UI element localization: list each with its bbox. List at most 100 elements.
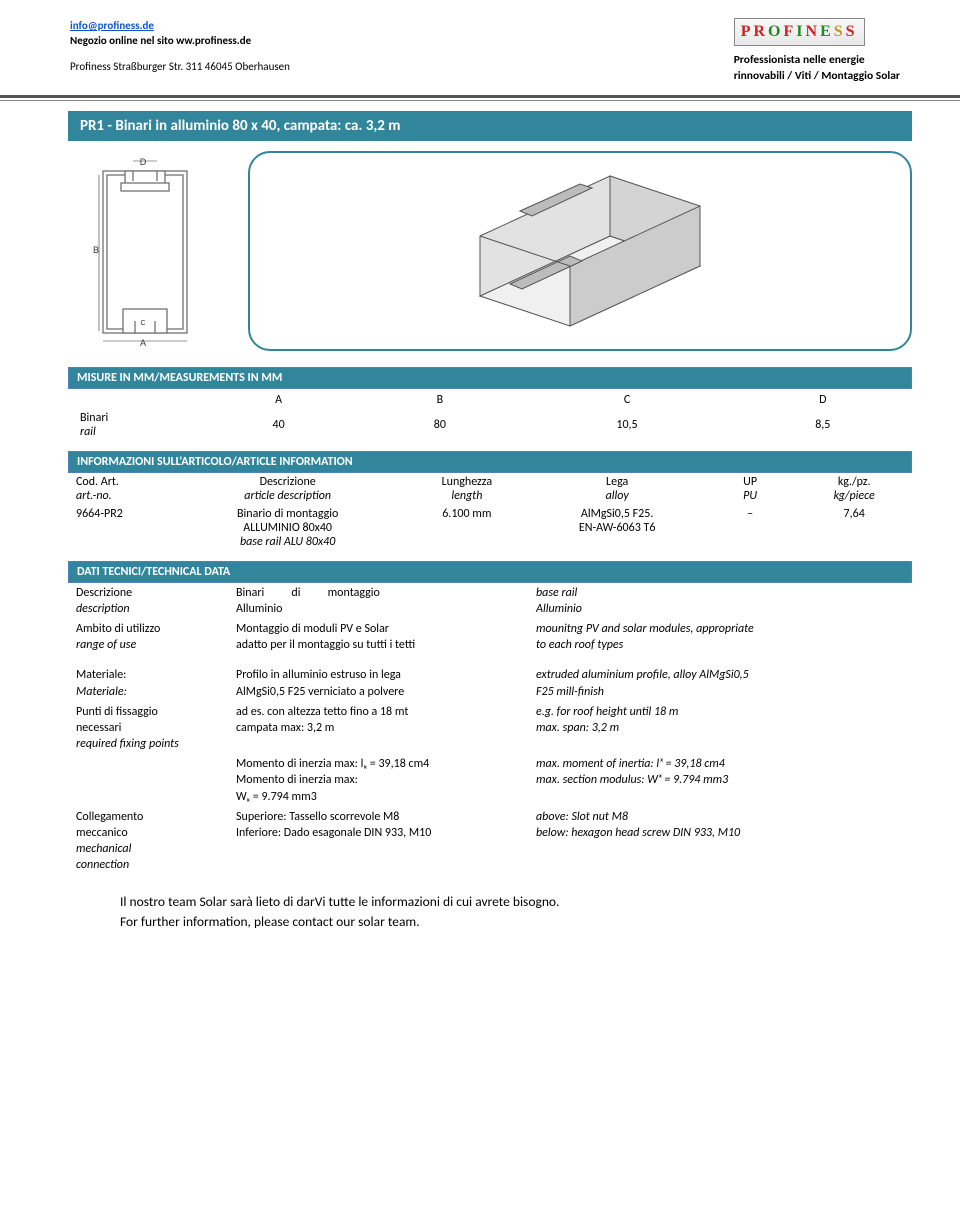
divider-thin [0,100,960,101]
measurements-band: MISURE IN MM/MEASUREMENTS IN MM [68,367,912,389]
t3-c1b: Materiale: [76,685,127,699]
footer-line-1: Il nostro team Solar sarà lieto di darVi… [120,892,912,912]
t4-c1c: required fixing points [76,737,179,751]
t1-c1a: Descrizione [76,586,132,600]
t6-c1d: connection [76,858,129,872]
val-b: 80 [359,409,520,441]
t5-c2a: Momento di inerzia max: lₓ = 39,18 cm4 [236,757,429,771]
iso-svg [420,166,740,336]
header-email[interactable]: info@profiness.de [70,19,154,32]
col-b: B [359,389,520,409]
table-row: Ambito di utilizzo range of use Montaggi… [68,619,912,655]
article-section: INFORMAZIONI SULL'ARTICOLO/ARTICLE INFOR… [68,451,912,551]
profile-svg: D B A C [73,153,223,348]
t1-c2b: Alluminio [236,602,282,616]
h6-it: kg./pz. [838,475,871,489]
desc-2: ALLUMINIO 80x40 [243,521,332,535]
art-length: 6.100 mm [403,505,530,551]
t2-c3a: mounitng PV and solar modules, appropria… [536,622,754,636]
table-row: Collegamento meccanico mechanical connec… [68,807,912,876]
footer-text: Il nostro team Solar sarà lieto di darVi… [120,892,912,933]
h6-en: kg/piece [834,489,875,503]
page-header: info@profiness.de Negozio online nel sit… [0,0,960,91]
art-up: – [704,505,796,551]
val-a: 40 [198,409,359,441]
tech-section: DATI TECNICI/TECHNICAL DATA Descrizione … [68,561,912,876]
t1-c3a: base rail [536,586,577,600]
divider-thick [0,95,960,98]
t3-c2b: AlMgSi0,5 F25 verniciato a polvere [236,685,404,699]
t2-c1b: range of use [76,638,136,652]
t4-c3b: max. span: 3,2 m [536,721,619,735]
t5-c3a: max. moment of inertia: lₓ = 39,18 cm4 [536,757,725,771]
t4-c1b: necessari [76,721,121,735]
t3-c3a: extruded aluminium profile, alloy AlMgSi… [536,668,749,682]
alloy-2: EN-AW-6063 T6 [579,521,656,535]
article-band: INFORMAZIONI SULL'ARTICOLO/ARTICLE INFOR… [68,451,912,473]
alloy-1: AlMgSi0,5 F25. [581,507,653,521]
table-row: Descrizione description Binari di montag… [68,583,912,619]
desc-1: Binario di montaggio [237,507,338,521]
h4-en: alloy [606,489,629,503]
table-row: Materiale: Materiale: Profilo in allumin… [68,665,912,701]
desc-3: base rail ALU 80x40 [240,535,335,549]
footer-line-2: For further information, please contact … [120,912,912,932]
h2-en: article description [244,489,331,503]
t1-c1b: description [76,602,130,616]
tagline-1: Professionista nelle energie [734,52,900,68]
t4-c1a: Punti di fissaggio [76,705,158,719]
t6-c2a: Superiore: Tassello scorrevole M8 [236,810,399,824]
svg-text:D: D [140,157,147,167]
val-c: 10,5 [520,409,733,441]
h2-it: Descrizione [260,475,316,489]
svg-text:B: B [93,245,99,255]
t3-c2a: Profilo in alluminio estruso in lega [236,668,401,682]
t6-c1b: meccanico [76,826,128,840]
t5-c3b: max. section modulus: Wₓ = 9.794 mm3 [536,773,728,787]
title-bar: PR1 - Binari in alluminio 80 x 40, campa… [68,111,912,141]
table-row: Punti di fissaggio necessari required fi… [68,702,912,755]
table-row: Cod. Art. art.-no. Descrizione article d… [68,473,912,505]
h3-en: length [451,489,482,503]
svg-text:A: A [140,338,146,348]
h3-it: Lunghezza [442,475,493,489]
header-left: info@profiness.de Negozio online nel sit… [70,18,290,85]
header-shop: Negozio online nel sito ww.profiness.de [70,33,290,48]
t6-c3a: above: Slot nut M8 [536,810,628,824]
measurements-table: A B C D Binari rail 40 80 10,5 8,5 [68,389,912,441]
t4-c3a: e.g. for roof height until 18 m [536,705,678,719]
art-kg: 7,64 [796,505,912,551]
t2-c1a: Ambito di utilizzo [76,622,160,636]
drawings-row: D B A C [68,151,912,351]
cross-section-drawing: D B A C [68,151,228,351]
isometric-drawing [248,151,912,351]
header-address: Profiness Straßburger Str. 311 46045 Obe… [70,59,290,74]
table-row: A B C D [68,389,912,409]
table-row: Binari rail 40 80 10,5 8,5 [68,409,912,441]
spacer-row [68,655,912,665]
col-c: C [520,389,733,409]
val-d: 8,5 [734,409,912,441]
h5-en: PU [743,489,757,503]
art-code: 9664-PR2 [68,505,172,551]
table-row: 9664-PR2 Binario di montaggio ALLUMINIO … [68,505,912,551]
tagline-2: rinnovabili / Viti / Montaggio Solar [734,68,900,84]
tech-table: Descrizione description Binari di montag… [68,583,912,876]
article-table: Cod. Art. art.-no. Descrizione article d… [68,473,912,551]
t2-c3b: to each roof types [536,638,623,652]
t4-c2a: ad es. con altezza tetto fino a 18 mt [236,705,408,719]
col-a: A [198,389,359,409]
t3-c1a: Materiale: [76,668,126,682]
tech-band: DATI TECNICI/TECHNICAL DATA [68,561,912,583]
t6-c3b: below: hexagon head screw DIN 933, M10 [536,826,740,840]
h1-it: Cod. Art. [76,475,119,489]
col-d: D [734,389,912,409]
row-label-it: Binari [80,411,108,425]
t6-c2b: Inferiore: Dado esagonale DIN 933, M10 [236,826,431,840]
table-row: Momento di inerzia max: lₓ = 39,18 cm4 M… [68,754,912,807]
t6-c1a: Collegamento [76,810,143,824]
t1-c2a: Binari di montaggio [236,586,380,600]
t2-c2b: adatto per il montaggio su tutti i tetti [236,638,415,652]
t3-c3b: F25 mill-finish [536,685,604,699]
h4-it: Lega [606,475,628,489]
